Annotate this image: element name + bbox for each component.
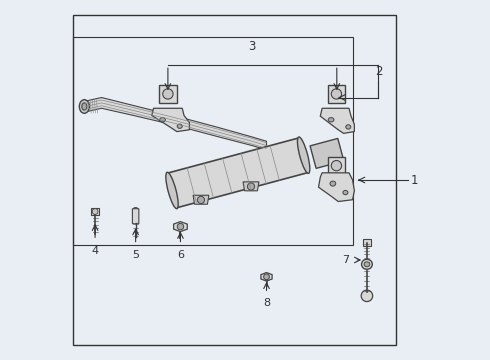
Polygon shape xyxy=(173,222,187,231)
Ellipse shape xyxy=(82,103,87,110)
Ellipse shape xyxy=(177,124,182,129)
Ellipse shape xyxy=(133,208,138,211)
Bar xyxy=(363,239,371,246)
Text: 4: 4 xyxy=(92,246,98,256)
Ellipse shape xyxy=(297,137,310,174)
Bar xyxy=(91,208,99,215)
Ellipse shape xyxy=(346,125,351,129)
Text: 2: 2 xyxy=(375,65,382,78)
Ellipse shape xyxy=(166,172,178,209)
Bar xyxy=(328,85,345,103)
Ellipse shape xyxy=(160,118,166,122)
Ellipse shape xyxy=(364,262,370,267)
Polygon shape xyxy=(168,138,308,208)
Bar xyxy=(159,85,176,103)
Text: 8: 8 xyxy=(263,298,270,308)
Polygon shape xyxy=(152,108,190,132)
Circle shape xyxy=(247,183,255,190)
Circle shape xyxy=(331,89,342,99)
Ellipse shape xyxy=(362,259,372,269)
Ellipse shape xyxy=(330,181,336,186)
Circle shape xyxy=(177,224,184,230)
Polygon shape xyxy=(193,195,209,204)
Circle shape xyxy=(331,161,342,171)
Polygon shape xyxy=(320,108,354,134)
Polygon shape xyxy=(243,182,259,191)
Polygon shape xyxy=(85,98,267,150)
Ellipse shape xyxy=(79,100,89,113)
Text: 1: 1 xyxy=(411,174,418,186)
Text: 5: 5 xyxy=(132,250,139,260)
Ellipse shape xyxy=(328,118,334,122)
Text: 3: 3 xyxy=(248,40,256,53)
Circle shape xyxy=(197,196,204,203)
FancyBboxPatch shape xyxy=(132,209,139,224)
Circle shape xyxy=(92,209,98,215)
Text: 6: 6 xyxy=(177,250,184,260)
Bar xyxy=(73,37,353,244)
Polygon shape xyxy=(310,139,344,168)
Ellipse shape xyxy=(343,190,348,195)
Polygon shape xyxy=(261,273,272,281)
Circle shape xyxy=(361,290,373,302)
Polygon shape xyxy=(318,173,354,202)
Circle shape xyxy=(264,274,270,280)
Bar xyxy=(328,157,345,174)
Text: 7: 7 xyxy=(343,255,350,265)
Circle shape xyxy=(163,89,173,99)
